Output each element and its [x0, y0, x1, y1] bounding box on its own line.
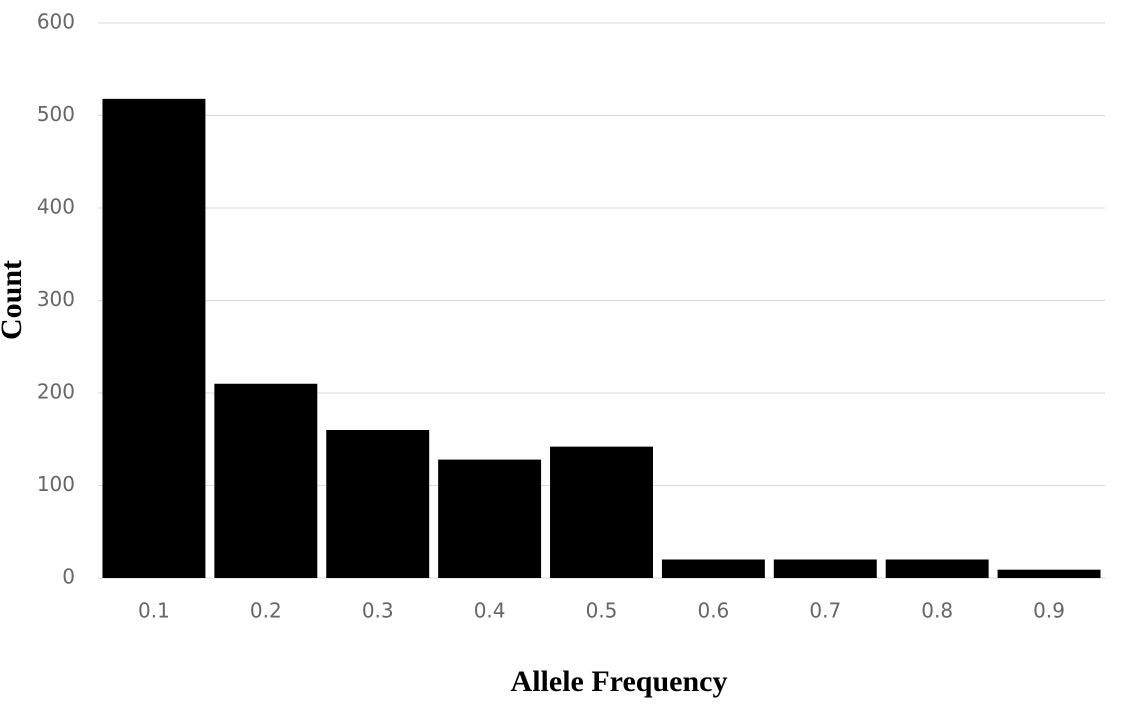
- y-tick-label: 500: [37, 102, 75, 126]
- x-tick-label: 0.1: [138, 599, 170, 623]
- x-tick-label: 0.7: [809, 599, 841, 623]
- x-tick-label: 0.8: [921, 599, 953, 623]
- x-tick-label: 0.3: [362, 599, 394, 623]
- bar: [214, 383, 318, 578]
- y-axis-title: Count: [0, 260, 28, 340]
- bar: [773, 559, 877, 578]
- x-axis-title: Allele Frequency: [511, 665, 728, 698]
- x-tick-label: 0.5: [586, 599, 618, 623]
- bar: [438, 459, 542, 578]
- bar: [102, 98, 206, 578]
- x-tick-label: 0.9: [1033, 599, 1065, 623]
- y-tick-label: 200: [37, 380, 75, 404]
- y-tick-label: 100: [37, 472, 75, 496]
- bar: [885, 559, 989, 578]
- x-tick-label: 0.4: [474, 599, 506, 623]
- bar: [661, 559, 765, 578]
- y-tick-label: 0: [62, 565, 75, 589]
- y-tick-label: 600: [37, 10, 75, 34]
- bar: [997, 569, 1101, 578]
- y-tick-label: 400: [37, 195, 75, 219]
- x-tick-label: 0.2: [250, 599, 282, 623]
- bar: [550, 446, 653, 578]
- bar: [326, 430, 430, 578]
- x-tick-label: 0.6: [697, 599, 729, 623]
- y-tick-label: 300: [37, 287, 75, 311]
